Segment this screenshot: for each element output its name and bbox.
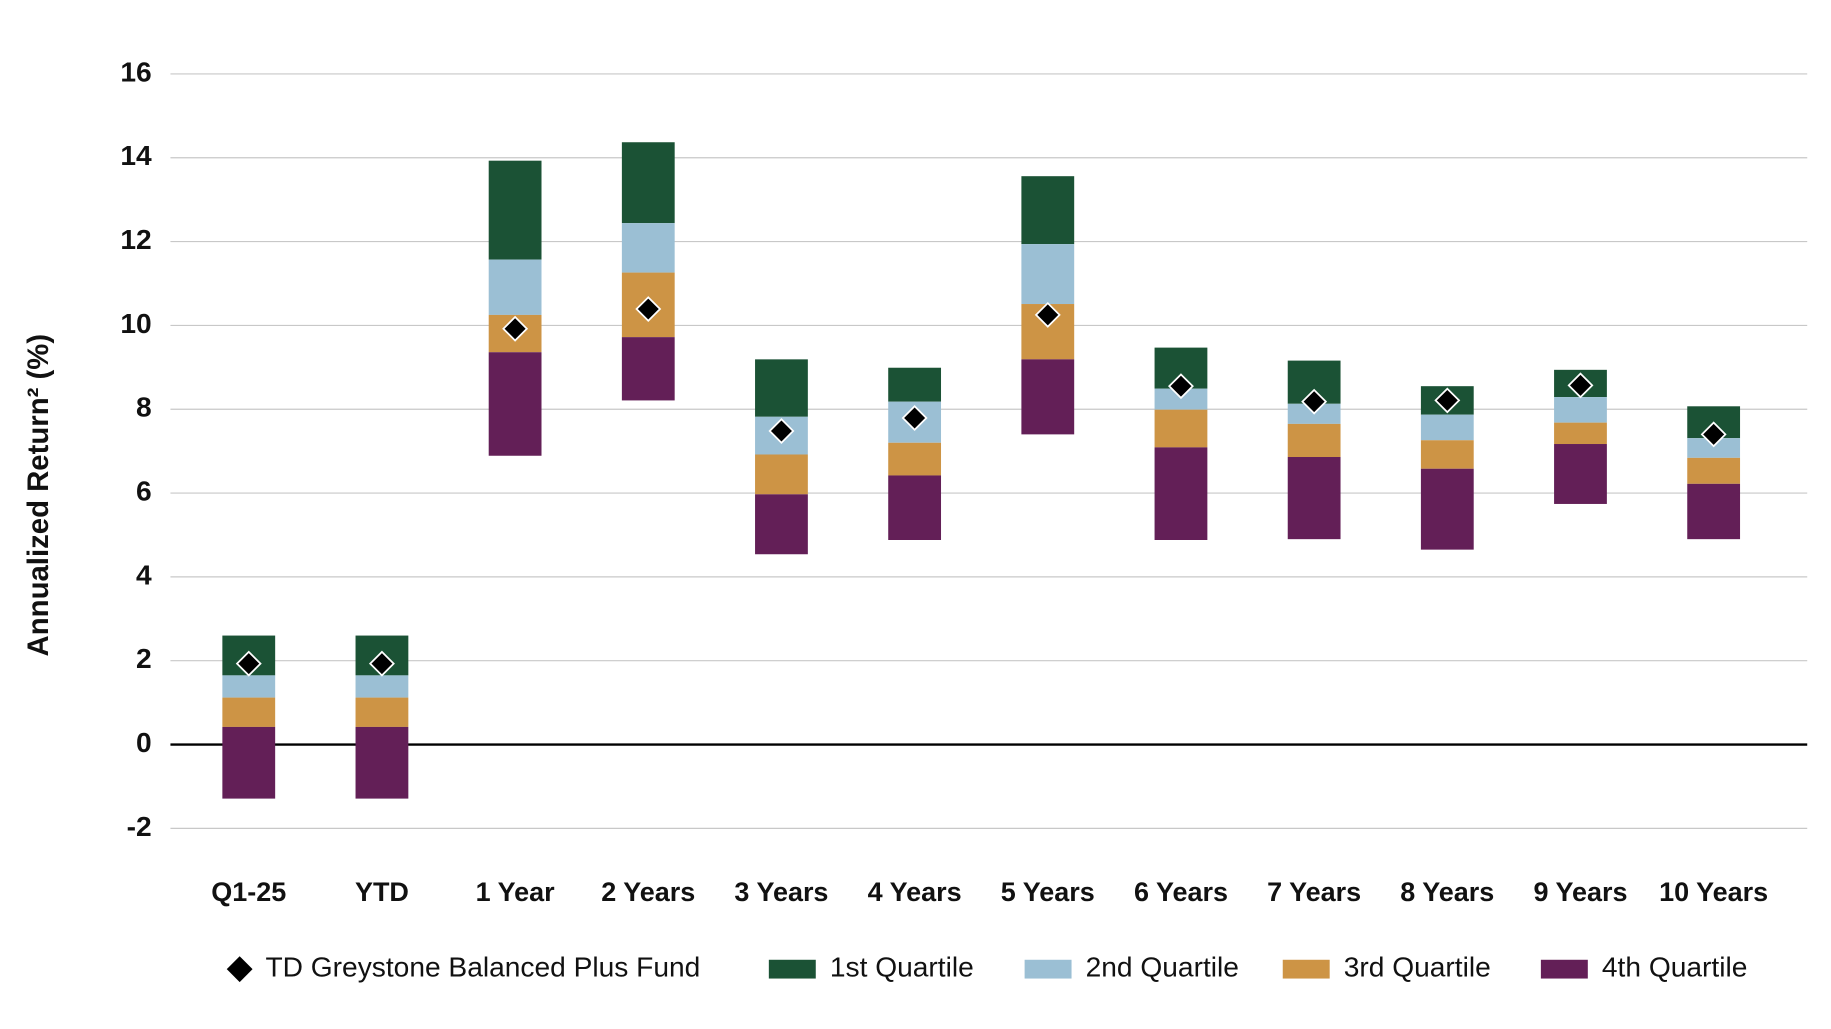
quartile-bar	[1554, 397, 1607, 423]
quartile-bar	[755, 494, 808, 555]
fund-marker	[1167, 373, 1194, 400]
fund-marker	[502, 315, 529, 342]
quartile-bar	[621, 142, 675, 224]
quartile-bar	[1420, 468, 1474, 550]
x-tick-label: 1 Year	[476, 877, 556, 907]
quartile-bar	[755, 359, 808, 417]
x-tick-label: 9 Years	[1533, 877, 1627, 907]
y-tick-label: 2	[136, 643, 152, 674]
fund-marker	[235, 650, 262, 677]
legend-label: 1st Quartile	[830, 952, 974, 983]
y-tick-label: 10	[120, 308, 151, 339]
quartile-bar	[1687, 438, 1741, 458]
quartile-bar	[222, 697, 276, 727]
x-tick-label: Q1-25	[211, 877, 286, 907]
legend-label: 2nd Quartile	[1086, 952, 1239, 983]
quartile-bar	[1021, 244, 1075, 305]
fund-marker	[1301, 388, 1328, 415]
quartile-bar	[355, 697, 409, 727]
quartile-bar	[1420, 440, 1474, 469]
y-tick-label: 14	[120, 140, 152, 171]
quartile-bar	[355, 675, 409, 698]
x-tick-label: 2 Years	[601, 877, 695, 907]
x-tick-label: 10 Years	[1659, 877, 1768, 907]
quartile-bar	[1287, 423, 1341, 458]
quartile-bar	[1154, 409, 1208, 448]
legend-label: TD Greystone Balanced Plus Fund	[265, 952, 700, 983]
legend-swatch	[1540, 959, 1588, 979]
legend-marker	[226, 956, 253, 983]
quartile-bar	[888, 475, 942, 540]
quartile-bar	[488, 259, 542, 315]
quartile-bar	[1154, 447, 1208, 540]
fund-marker	[1700, 421, 1727, 448]
quartile-bar	[888, 442, 942, 476]
quartile-bar	[488, 352, 542, 456]
fund-marker	[901, 405, 928, 432]
legend-label: 3rd Quartile	[1344, 952, 1491, 983]
quartile-bar	[1021, 176, 1075, 245]
fund-marker	[635, 296, 662, 323]
x-tick-label: 4 Years	[868, 877, 962, 907]
legend-swatch	[1024, 959, 1072, 979]
fund-marker	[1434, 387, 1461, 414]
x-tick-label: 7 Years	[1267, 877, 1361, 907]
x-tick-label: YTD	[355, 877, 409, 907]
quartile-bar	[1687, 457, 1741, 484]
y-tick-label: 8	[136, 392, 152, 423]
quartile-bar	[355, 726, 409, 799]
quartile-bar	[755, 454, 808, 495]
quartile-bar	[1287, 457, 1341, 540]
x-tick-label: 8 Years	[1400, 877, 1494, 907]
quartile-bar	[1154, 388, 1208, 410]
fund-marker	[1034, 301, 1061, 328]
quartile-bar	[1021, 359, 1075, 435]
y-tick-label: 4	[136, 559, 152, 590]
x-tick-label: 5 Years	[1001, 877, 1095, 907]
x-tick-label: 3 Years	[734, 877, 828, 907]
quartile-bar	[488, 160, 542, 260]
quartile-bar	[222, 675, 276, 698]
y-axis-title: Annualized Return² (%)	[22, 334, 55, 657]
y-tick-label: 0	[136, 727, 152, 758]
quartile-bar	[1554, 422, 1607, 445]
y-tick-label: 12	[120, 224, 151, 255]
x-tick-label: 6 Years	[1134, 877, 1228, 907]
quartile-bar	[1554, 444, 1607, 504]
legend-label: 4th Quartile	[1602, 952, 1747, 983]
y-tick-label: 6	[136, 475, 152, 506]
fund-marker	[368, 650, 395, 677]
quartile-bar	[621, 337, 675, 401]
quartile-bar	[888, 367, 942, 402]
legend-swatch	[1282, 959, 1330, 979]
y-tick-label: 16	[120, 56, 151, 87]
y-tick-label: -2	[127, 811, 152, 842]
fund-marker	[768, 418, 795, 444]
fund-marker	[1567, 372, 1594, 399]
legend-swatch	[768, 959, 816, 979]
quartile-bar	[621, 223, 675, 273]
quartile-bar	[1420, 414, 1474, 441]
quartile-bar	[222, 726, 276, 799]
quartile-bar	[1687, 483, 1741, 540]
